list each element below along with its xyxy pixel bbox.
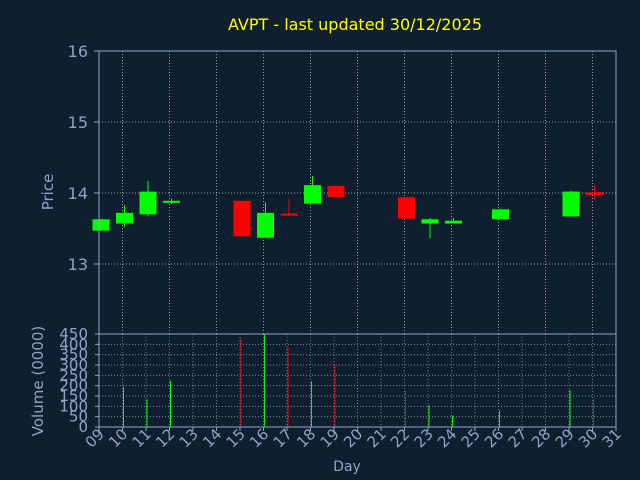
- x-tick-label: 19: [317, 425, 343, 451]
- volume-tick-label: 400: [59, 335, 88, 353]
- x-tick-label: 27: [505, 425, 531, 451]
- volume-tick-label: 0: [78, 418, 88, 436]
- volume-tick-label: 450: [59, 325, 88, 343]
- x-tick-label: 31: [599, 425, 625, 451]
- chart-title: AVPT - last updated 30/12/2025: [228, 15, 482, 34]
- volume-grid: [99, 334, 616, 427]
- candle-body: [562, 191, 580, 217]
- x-tick-label: 20: [340, 425, 366, 451]
- candle-body: [280, 213, 298, 216]
- x-tick-label: 16: [246, 425, 272, 451]
- candle-body: [233, 200, 251, 237]
- price-y-ticks: 13 14 15 16: [68, 42, 99, 274]
- x-tick-label: 11: [129, 425, 155, 451]
- x-tick-label: 18: [293, 425, 319, 451]
- volume-tick-label: 300: [59, 356, 88, 374]
- candle-body: [139, 191, 157, 215]
- candle-body: [116, 212, 133, 224]
- x-tick-label: 24: [434, 425, 460, 451]
- x-tick-label: 28: [528, 425, 554, 451]
- volume-tick-label: 200: [59, 377, 88, 395]
- price-tick-label: 13: [68, 255, 88, 274]
- price-axis-label: Price: [39, 174, 57, 211]
- candlestick-series: [92, 175, 603, 239]
- candle-body: [445, 220, 462, 224]
- x-tick-label: 29: [552, 425, 578, 451]
- volume-tick-label: 250: [59, 366, 88, 384]
- x-tick-label: 15: [223, 425, 249, 451]
- x-axis-ticks: 0910111213141516171819202122232425262728…: [82, 425, 625, 451]
- x-tick-label: 23: [411, 425, 437, 451]
- x-tick-label: 30: [575, 425, 601, 451]
- price-tick-label: 15: [68, 113, 88, 132]
- x-tick-label: 22: [387, 425, 413, 451]
- candle-body: [257, 212, 274, 238]
- price-grid: [99, 51, 616, 334]
- candle-body: [327, 185, 345, 198]
- volume-axis-label: Volume (0000): [29, 326, 47, 436]
- volume-tick-label: 350: [59, 346, 88, 364]
- candle-body: [398, 197, 415, 219]
- x-tick-label: 21: [364, 425, 390, 451]
- x-tick-label: 17: [270, 425, 296, 451]
- volume-tick-label: 50: [69, 408, 88, 426]
- x-tick-label: 10: [105, 425, 131, 451]
- volume-tick-label: 150: [59, 387, 88, 405]
- candle-body: [304, 185, 321, 204]
- candle-body: [586, 192, 603, 196]
- x-tick-label: 25: [458, 425, 484, 451]
- x-tick-label: 12: [152, 425, 178, 451]
- x-tick-label: 14: [199, 425, 225, 451]
- price-tick-label: 16: [68, 42, 88, 61]
- candle-body: [92, 219, 110, 231]
- volume-series: [123, 334, 594, 427]
- x-tick-label: 26: [481, 425, 507, 451]
- volume-tick-label: 100: [59, 397, 88, 415]
- x-tick-label: 13: [176, 425, 202, 451]
- candle-body: [163, 200, 180, 203]
- x-axis-label: Day: [333, 459, 361, 475]
- volume-panel-frame: [98, 333, 617, 428]
- candle-body: [421, 219, 439, 224]
- candle-body: [492, 209, 509, 220]
- price-tick-label: 14: [68, 184, 88, 203]
